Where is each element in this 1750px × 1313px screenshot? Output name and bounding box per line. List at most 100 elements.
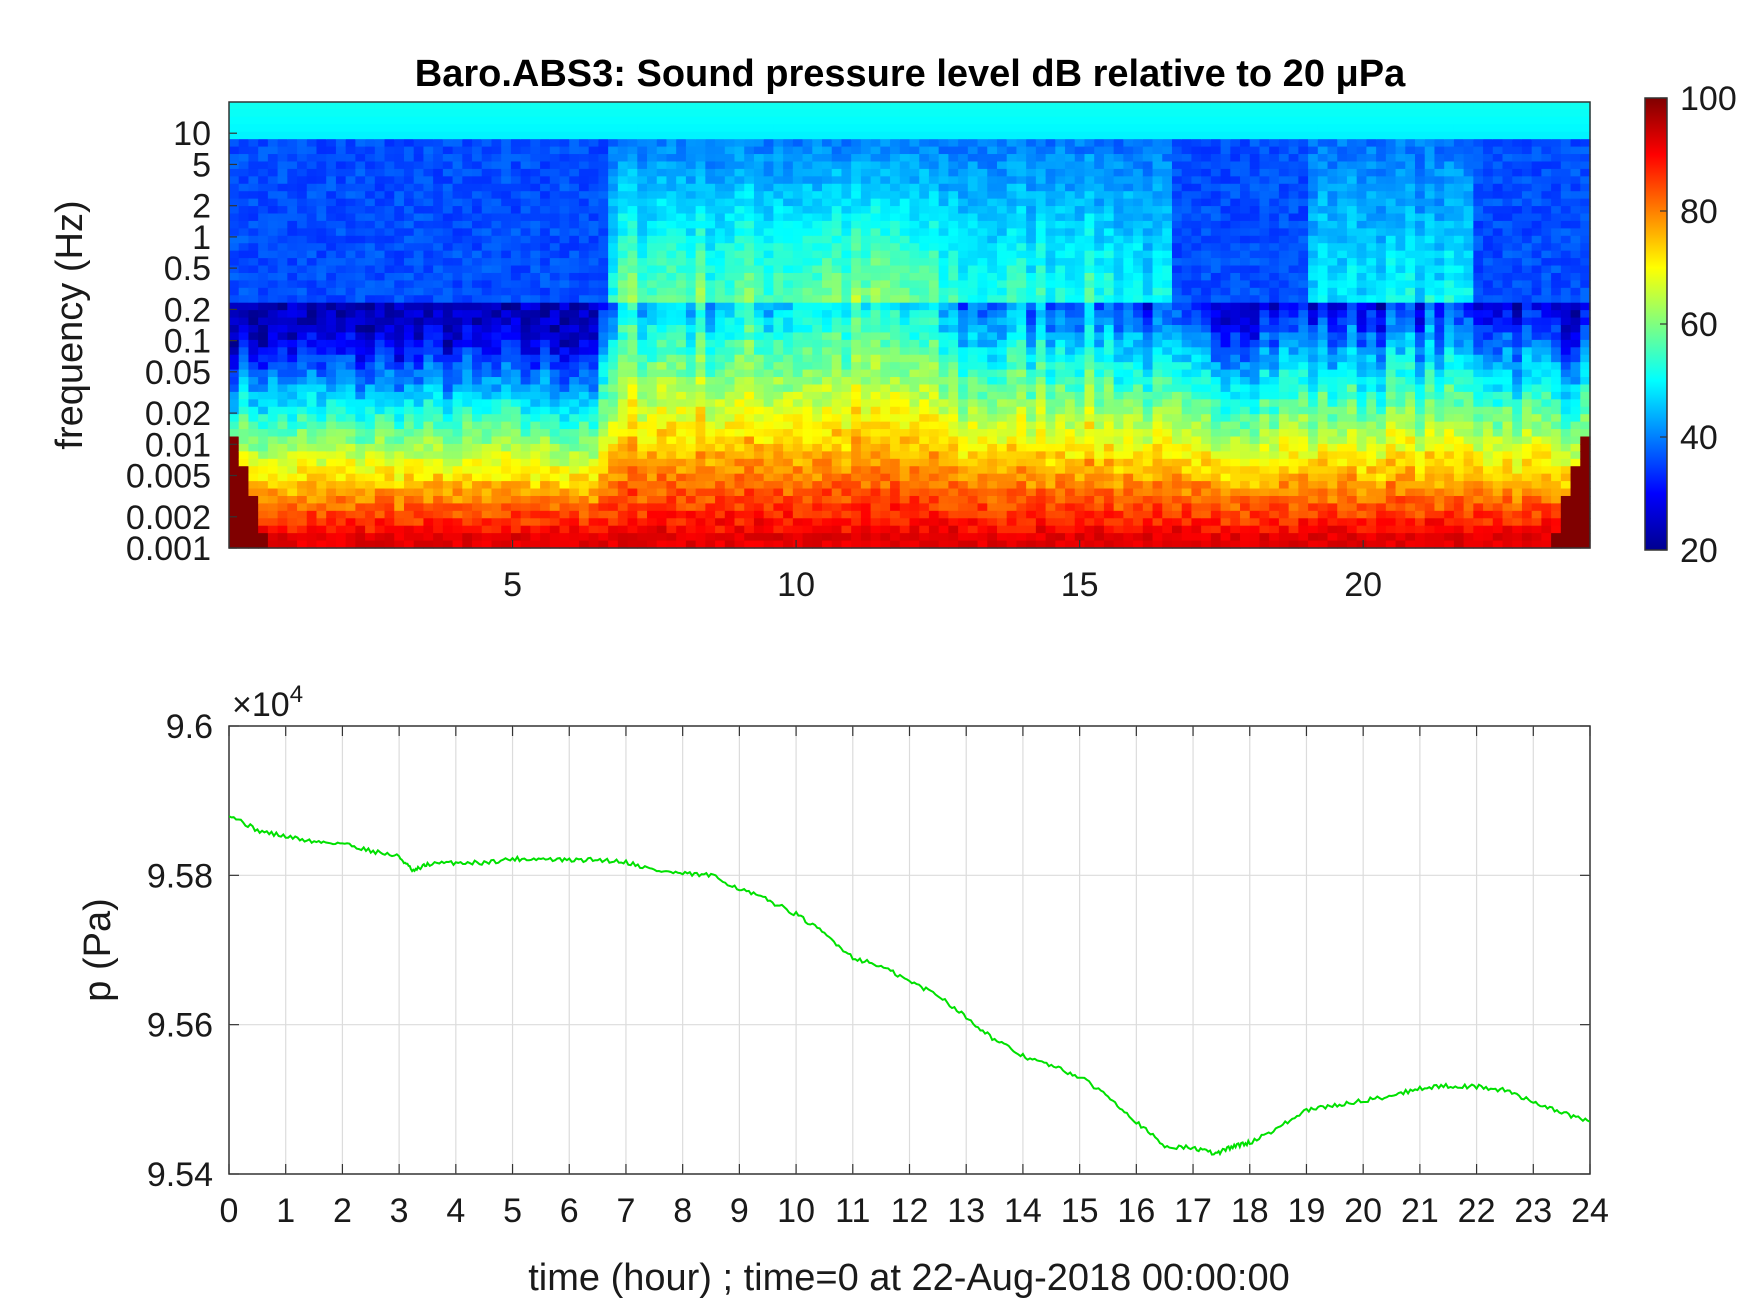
spectrogram-cell — [481, 183, 493, 192]
spectrogram-cell — [510, 377, 522, 386]
spectrogram-cell — [501, 325, 512, 334]
spectrogram-cell — [841, 525, 852, 534]
spectrogram-cell — [384, 220, 395, 229]
spectrogram-cell — [987, 525, 998, 534]
spectrogram-cell — [783, 102, 794, 111]
spectrogram-cell — [510, 183, 522, 192]
spectrogram-cell — [491, 518, 502, 527]
spectrogram-cell — [442, 250, 454, 259]
spectrogram-cell — [841, 362, 852, 371]
spectrogram-cell — [413, 384, 425, 393]
spectrogram-cell — [462, 168, 473, 177]
spectrogram-cell — [831, 116, 843, 125]
spectrogram-cell — [384, 183, 395, 192]
spectrogram-cell — [326, 220, 337, 229]
spectrogram-cell — [384, 362, 395, 371]
spectrogram-cell — [316, 332, 327, 341]
spectrogram-cell — [1006, 168, 1018, 177]
spectrogram-cell — [996, 220, 1008, 229]
spectrogram-cell — [637, 377, 648, 386]
spectrogram-cell — [647, 250, 658, 259]
spectrogram-cell — [588, 481, 600, 490]
spectrogram-cell — [365, 540, 376, 549]
spectrogram-cell — [345, 540, 356, 549]
spectrogram-cell — [569, 525, 580, 534]
spectrogram-cell — [1006, 258, 1018, 267]
spectrogram-cell — [530, 258, 541, 267]
spectrogram-cell — [306, 183, 318, 192]
spectrogram-cell — [335, 280, 347, 289]
spectrogram-cell — [938, 354, 949, 363]
spectrogram-cell — [403, 272, 415, 281]
spectrogram-cell — [637, 154, 648, 163]
spectrogram-cell — [238, 495, 250, 504]
spectrogram-cell — [423, 414, 434, 423]
spectrogram-cell — [413, 243, 425, 252]
spectrogram-cell — [812, 377, 823, 386]
spectrogram-cell — [306, 213, 318, 222]
spectrogram-cell — [899, 183, 911, 192]
spectrogram-cell — [491, 310, 502, 319]
spectrogram-cell — [617, 295, 629, 304]
spectrogram-cell — [773, 243, 784, 252]
spectrogram-cell — [715, 310, 726, 319]
spectrogram-cell — [647, 265, 658, 274]
spectrogram-cell — [345, 287, 356, 296]
spectrogram-cell — [666, 287, 677, 296]
spectrogram-cell — [938, 533, 949, 542]
spectrogram-cell — [812, 451, 823, 460]
spectrogram-cell — [549, 362, 561, 371]
spectrogram-cell — [578, 384, 590, 393]
spectrogram-cell — [685, 362, 697, 371]
spectrogram-cell — [530, 503, 541, 512]
spectrogram-cell — [812, 116, 823, 125]
spectrogram-cell — [753, 228, 765, 237]
spectrogram-cell — [559, 347, 570, 356]
spectrogram-cell — [394, 139, 405, 148]
spectrogram-cell — [1035, 154, 1047, 163]
spectrogram-cell — [394, 377, 405, 386]
spectrogram-cell — [860, 495, 872, 504]
spectrogram-cell — [753, 154, 765, 163]
spectrogram-cell — [919, 421, 930, 430]
spectrogram-cell — [831, 206, 843, 215]
spectrogram-cell — [316, 384, 327, 393]
spectrogram-cell — [734, 347, 745, 356]
spectrogram-cell — [967, 458, 979, 467]
spectrogram-cell — [860, 310, 872, 319]
spectrogram-cell — [326, 384, 337, 393]
spectrogram-cell — [608, 525, 619, 534]
spectrogram-cell — [792, 518, 804, 527]
spectrogram-cell — [229, 228, 240, 237]
spectrogram-cell — [647, 310, 658, 319]
spectrogram-cell — [919, 183, 930, 192]
spectrogram-cell — [773, 250, 784, 259]
spectrogram-cell — [627, 354, 638, 363]
spectrogram-cell — [928, 287, 940, 296]
spectrogram-cell — [860, 525, 872, 534]
spectrogram-cell — [1006, 332, 1018, 341]
spectrogram-cell — [442, 399, 454, 408]
spectrogram-cell — [540, 183, 551, 192]
spectrogram-cell — [355, 354, 366, 363]
spectrogram-cell — [987, 473, 998, 482]
spectrogram-cell — [608, 258, 619, 267]
spectrogram-cell — [1006, 347, 1018, 356]
spectrogram-cell — [870, 198, 881, 207]
spectrogram-cell — [734, 510, 745, 519]
spectrogram-cell — [510, 139, 522, 148]
spectrogram-cell — [1006, 220, 1018, 229]
spectrogram-cell — [647, 466, 658, 475]
spectrogram-cell — [374, 131, 386, 140]
spectrogram-cell — [472, 243, 483, 252]
spectrogram-cell — [860, 466, 872, 475]
spectrogram-cell — [384, 116, 395, 125]
spectrogram-cell — [578, 540, 590, 549]
spectrogram-cell — [792, 339, 804, 348]
spectrogram-cell — [491, 139, 502, 148]
spectrogram-cell — [316, 540, 327, 549]
spectrogram-cell — [520, 503, 531, 512]
spectrogram-cell — [676, 131, 687, 140]
spectrogram-cell — [1026, 369, 1037, 378]
spectrogram-cell — [559, 139, 570, 148]
